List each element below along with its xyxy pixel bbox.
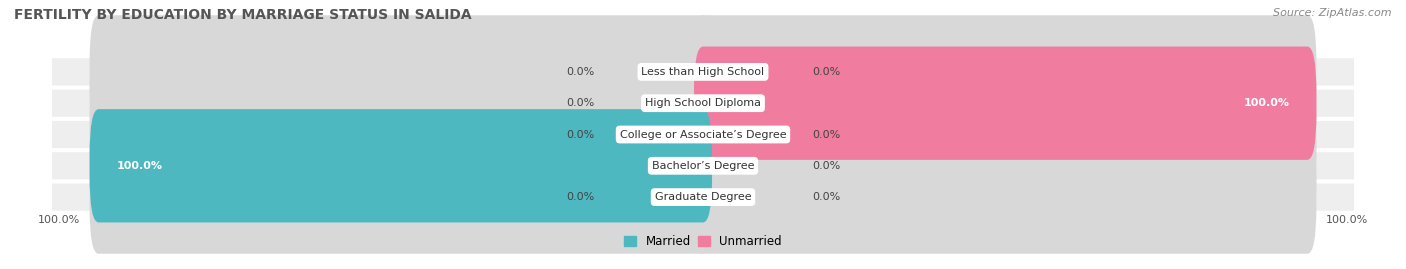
- Text: Source: ZipAtlas.com: Source: ZipAtlas.com: [1274, 8, 1392, 18]
- Text: 100.0%: 100.0%: [117, 161, 163, 171]
- Text: 0.0%: 0.0%: [811, 192, 839, 202]
- FancyBboxPatch shape: [51, 88, 1355, 119]
- FancyBboxPatch shape: [90, 140, 711, 254]
- Text: 0.0%: 0.0%: [811, 161, 839, 171]
- Text: High School Diploma: High School Diploma: [645, 98, 761, 108]
- FancyBboxPatch shape: [90, 15, 711, 129]
- Text: Graduate Degree: Graduate Degree: [655, 192, 751, 202]
- FancyBboxPatch shape: [695, 47, 1316, 160]
- FancyBboxPatch shape: [51, 56, 1355, 87]
- Text: 0.0%: 0.0%: [811, 129, 839, 140]
- FancyBboxPatch shape: [90, 109, 711, 222]
- FancyBboxPatch shape: [695, 109, 1316, 222]
- Text: Bachelor’s Degree: Bachelor’s Degree: [652, 161, 754, 171]
- FancyBboxPatch shape: [90, 109, 711, 222]
- FancyBboxPatch shape: [695, 15, 1316, 129]
- FancyBboxPatch shape: [695, 47, 1316, 160]
- FancyBboxPatch shape: [51, 150, 1355, 181]
- Text: 0.0%: 0.0%: [567, 192, 595, 202]
- Text: 100.0%: 100.0%: [1326, 215, 1368, 225]
- FancyBboxPatch shape: [51, 119, 1355, 150]
- Text: 0.0%: 0.0%: [811, 67, 839, 77]
- Text: 0.0%: 0.0%: [567, 67, 595, 77]
- FancyBboxPatch shape: [90, 47, 711, 160]
- Text: 100.0%: 100.0%: [1243, 98, 1289, 108]
- Legend: Married, Unmarried: Married, Unmarried: [620, 230, 786, 253]
- Text: Less than High School: Less than High School: [641, 67, 765, 77]
- Text: 100.0%: 100.0%: [38, 215, 80, 225]
- Text: College or Associate’s Degree: College or Associate’s Degree: [620, 129, 786, 140]
- FancyBboxPatch shape: [51, 182, 1355, 213]
- FancyBboxPatch shape: [90, 78, 711, 191]
- Text: 0.0%: 0.0%: [567, 129, 595, 140]
- Text: 0.0%: 0.0%: [567, 98, 595, 108]
- Text: FERTILITY BY EDUCATION BY MARRIAGE STATUS IN SALIDA: FERTILITY BY EDUCATION BY MARRIAGE STATU…: [14, 8, 471, 22]
- FancyBboxPatch shape: [695, 78, 1316, 191]
- FancyBboxPatch shape: [695, 140, 1316, 254]
